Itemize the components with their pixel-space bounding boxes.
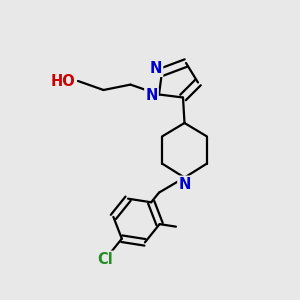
Text: N: N (178, 177, 191, 192)
Text: N: N (150, 61, 162, 76)
Text: N: N (145, 88, 158, 104)
Text: Cl: Cl (98, 252, 113, 267)
Text: HO: HO (50, 74, 75, 88)
